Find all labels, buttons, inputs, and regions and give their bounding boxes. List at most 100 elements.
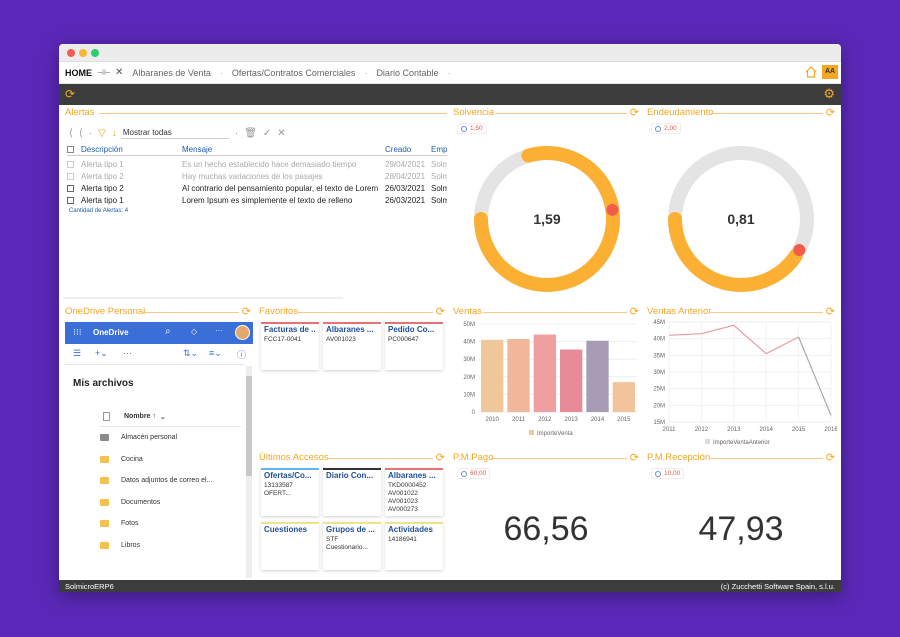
- delete-icon[interactable]: 🗑: [244, 127, 257, 139]
- pin-icon[interactable]: ⊣⊢: [97, 68, 111, 77]
- alert-row[interactable]: Alerta tipo 1 Lorem Ipsum es simplemente …: [67, 194, 447, 206]
- tile-subtitle: TKD0000452 AV001022 AV001023 AV000273: [388, 482, 427, 514]
- font-size-icon[interactable]: AA: [822, 65, 838, 79]
- ultimos-tile[interactable]: Actividades 14186941: [385, 522, 443, 570]
- favoritos-tile[interactable]: Facturas de ... FCC17-0041: [261, 322, 319, 370]
- filter-select[interactable]: Mostrar todas: [120, 127, 229, 139]
- alert-emp: Solm: [431, 159, 447, 169]
- alert-row[interactable]: Alerta tipo 1 Es un hecho establecido hac…: [67, 158, 447, 170]
- tile-title: Grupos de ...: [326, 525, 375, 534]
- col-creado[interactable]: Creado: [385, 145, 412, 154]
- minimize-dot[interactable]: [79, 49, 87, 57]
- row-checkbox[interactable]: [67, 184, 74, 192]
- ventas-refresh-icon[interactable]: ⟳: [629, 306, 639, 318]
- col-mensaje[interactable]: Mensaje: [182, 145, 213, 154]
- favoritos-refresh-icon[interactable]: ⟳: [435, 306, 445, 318]
- alert-row[interactable]: Alerta tipo 2 Hay muchas variaciones de l…: [67, 170, 447, 182]
- check-icon[interactable]: ✓: [262, 127, 272, 139]
- tab-albaranes[interactable]: Albaranes de Venta: [132, 67, 211, 78]
- x-tick-label: 2011: [512, 417, 526, 423]
- onedrive-item[interactable]: Libros: [100, 541, 140, 549]
- ultimos-refresh-icon[interactable]: ⟳: [435, 452, 445, 464]
- new-icon[interactable]: +⌄: [95, 348, 108, 358]
- x-tick-label: 2013: [564, 417, 578, 423]
- bar[interactable]: [481, 339, 504, 412]
- col-descripcion[interactable]: Descripción: [81, 145, 123, 154]
- ultimos-tile[interactable]: Diario Con...: [323, 468, 381, 516]
- alert-msg: Al contrario del pensamiento popular, el…: [182, 183, 379, 193]
- more-icon[interactable]: ···: [215, 326, 223, 335]
- alert-emp: Solm: [431, 171, 447, 181]
- col-empresa[interactable]: Empr: [431, 145, 447, 154]
- menu-icon[interactable]: ☰: [73, 348, 82, 358]
- x-tick-label: 2015: [617, 417, 631, 423]
- maximize-dot[interactable]: [91, 49, 99, 57]
- avatar[interactable]: [235, 325, 250, 340]
- solvencia-refresh-icon[interactable]: ⟳: [629, 107, 639, 119]
- settings-icon[interactable]: ⚙: [823, 86, 835, 101]
- onedrive-item[interactable]: Cocina: [100, 455, 143, 463]
- tab-diario[interactable]: Diario Contable: [376, 67, 439, 78]
- close-dot[interactable]: [67, 49, 75, 57]
- ultimos-tile[interactable]: Grupos de ... STF Cuestionario...: [323, 522, 381, 570]
- series-line-tail[interactable]: [798, 336, 832, 416]
- onedrive-refresh-icon[interactable]: ⟳: [241, 306, 251, 318]
- x-tick-label: 2012: [538, 417, 552, 423]
- ventas-anterior-refresh-icon[interactable]: ⟳: [825, 306, 835, 318]
- overflow-icon[interactable]: ···: [123, 348, 132, 358]
- endeudamiento-refresh-icon[interactable]: ⟳: [825, 107, 835, 119]
- sort-menu-icon[interactable]: ⇅⌄: [183, 348, 199, 358]
- ultimos-tile[interactable]: Albaranes ... TKD0000452 AV001022 AV00102…: [385, 468, 443, 516]
- onedrive-item[interactable]: Datos adjuntos de correo el...: [100, 477, 212, 484]
- sort-icon[interactable]: ↓: [111, 127, 117, 139]
- onedrive-scrollbar[interactable]: [246, 366, 252, 578]
- home-icon[interactable]: [805, 66, 817, 80]
- favoritos-tile[interactable]: Albaranes ... AV001023: [323, 322, 381, 370]
- status-app-name: SolmicroERP6: [65, 582, 114, 591]
- tile-title: Ofertas/Co...: [264, 471, 312, 480]
- ultimos-tile[interactable]: Cuestiones: [261, 522, 319, 570]
- row-checkbox[interactable]: [67, 172, 74, 180]
- bar[interactable]: [507, 338, 530, 412]
- row-checkbox[interactable]: [67, 196, 74, 204]
- tab-home[interactable]: HOME: [65, 67, 92, 78]
- ultimos-tile[interactable]: Ofertas/Co... 13133587 OFERT...: [261, 468, 319, 516]
- pmpago-refresh-icon[interactable]: ⟳: [629, 452, 639, 464]
- refresh-icon[interactable]: ⟳: [65, 87, 76, 101]
- onedrive-item-label: Fotos: [121, 520, 139, 527]
- y-tick-label: 50M: [463, 322, 475, 328]
- close-tab-icon[interactable]: ✕: [114, 67, 124, 78]
- filter-icon[interactable]: ▽: [98, 127, 106, 139]
- endeudamiento-panel: Endeudamiento ⟳ 2,00 0,81: [645, 107, 837, 299]
- legend-label: ImporteVentaAnterior: [713, 440, 770, 446]
- bar[interactable]: [533, 334, 556, 412]
- alert-row[interactable]: Alerta tipo 2 Al contrario del pensamient…: [67, 182, 447, 194]
- ultimos-panel: Últimos Accesos ⟳ Ofertas/Co... 13133587 …: [257, 452, 447, 578]
- bar[interactable]: [612, 382, 635, 412]
- share-icon[interactable]: ⟨: [69, 127, 73, 139]
- onedrive-item[interactable]: Fotos: [100, 520, 139, 527]
- onedrive-search-icon[interactable]: ⌕: [165, 326, 171, 337]
- view-menu-icon[interactable]: ≡⌄: [209, 348, 222, 358]
- tile-title: Cuestiones: [264, 525, 308, 534]
- tab-ofertas[interactable]: Ofertas/Contratos Comerciales: [231, 67, 356, 78]
- row-checkbox[interactable]: [67, 160, 74, 168]
- bar[interactable]: [586, 340, 609, 412]
- bar[interactable]: [560, 349, 583, 412]
- onedrive-item[interactable]: Documentos: [100, 498, 160, 506]
- pmrecepcion-refresh-icon[interactable]: ⟳: [825, 452, 835, 464]
- tile-title: Albaranes ...: [326, 325, 374, 334]
- select-all-checkbox[interactable]: [67, 146, 74, 153]
- main-toolbar: ⟳ ⚙: [59, 84, 841, 105]
- share-all-icon[interactable]: ⟨: [78, 127, 83, 139]
- favoritos-tile[interactable]: Pedido Co... PC000647: [385, 322, 443, 370]
- app-launcher-icon[interactable]: ⁝⁝⁝: [73, 327, 82, 337]
- info-icon[interactable]: ⓘ: [237, 350, 247, 360]
- tile-subtitle: 14186941: [388, 536, 417, 543]
- tile-title: Diario Con...: [326, 471, 374, 480]
- onedrive-item[interactable]: Almacén personal: [100, 434, 177, 441]
- onedrive-name-col[interactable]: Nombre ↑ ⌄: [103, 412, 166, 421]
- series-line[interactable]: [668, 324, 799, 355]
- clear-icon[interactable]: ✕: [277, 127, 286, 139]
- premium-icon[interactable]: ◇: [191, 327, 198, 336]
